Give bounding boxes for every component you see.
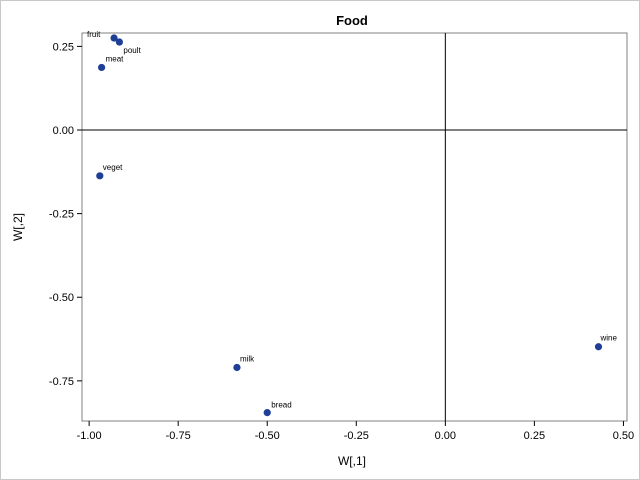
x-tick-label: 0.00 [435, 430, 456, 442]
x-tick-label: 0.50 [613, 430, 634, 442]
data-point-poult [115, 38, 124, 46]
x-tick-label: -0.25 [344, 430, 369, 442]
point-label-milk: milk [240, 354, 255, 363]
y-tick-label: 0.25 [53, 41, 74, 53]
x-tick-label: -1.00 [77, 430, 102, 442]
point-label-bread: bread [271, 401, 291, 410]
x-tick-label: 0.25 [524, 430, 545, 442]
data-point-veget [96, 172, 104, 180]
point-label-veget: veget [103, 163, 123, 172]
y-axis-label: W[,2] [11, 213, 25, 241]
point-label-poult: poult [123, 46, 141, 55]
y-axis: 0.25 0.00 -0.25 -0.50 -0.75 [49, 41, 82, 388]
y-tick-label: -0.75 [49, 376, 74, 388]
point-label-meat: meat [106, 54, 125, 63]
data-point-meat [97, 63, 106, 72]
data-point-bread [263, 409, 271, 417]
y-tick-label: -0.25 [49, 209, 74, 221]
chart-title: Food [336, 13, 368, 28]
y-tick-label: -0.50 [49, 292, 74, 304]
data-point-fruit [110, 34, 118, 42]
x-tick-label: -0.50 [255, 430, 280, 442]
x-tick-label: -0.75 [166, 430, 191, 442]
data-point-milk [233, 363, 241, 372]
plot-area [81, 32, 628, 422]
x-axis: -1.00 -0.75 -0.50 -0.25 0.00 0.25 0.50 [77, 421, 634, 442]
data-point-wine [594, 343, 603, 351]
y-tick-label: 0.00 [53, 125, 74, 137]
x-axis-label: W[,1] [338, 454, 366, 468]
point-label-wine: wine [600, 334, 618, 343]
point-label-fruit: fruit [87, 30, 101, 39]
